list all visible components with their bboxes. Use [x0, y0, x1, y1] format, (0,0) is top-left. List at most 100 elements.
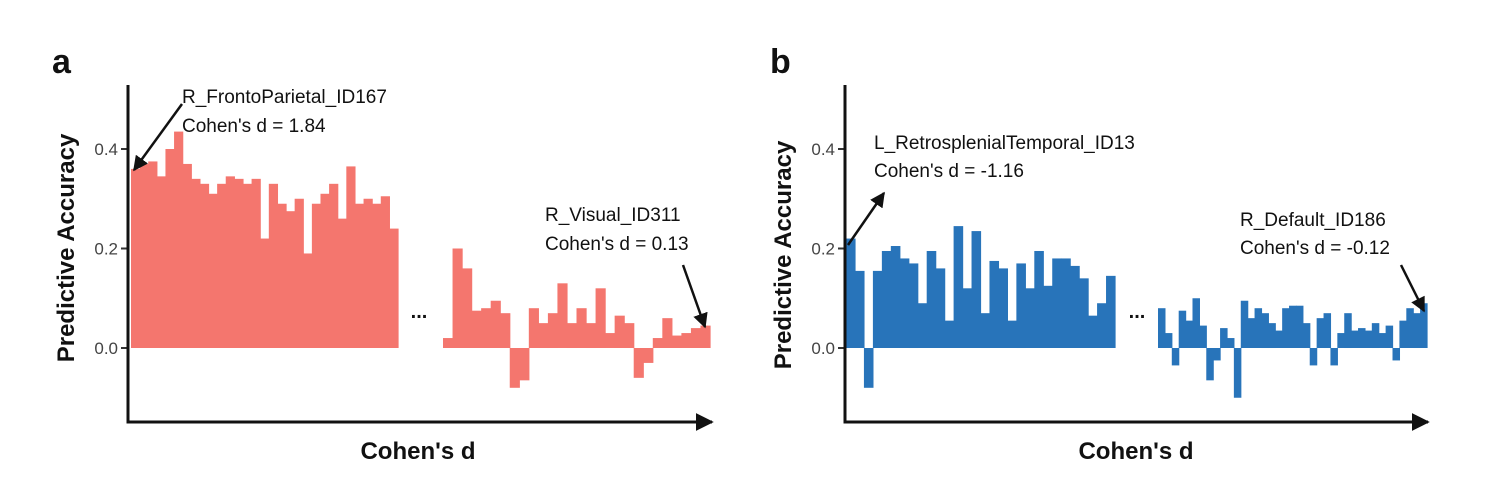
bar — [944, 320, 955, 348]
bar — [1178, 310, 1187, 348]
bar — [481, 308, 492, 348]
bar — [139, 163, 149, 348]
panel-b-axes — [843, 85, 1430, 431]
bar — [509, 348, 520, 388]
bar — [605, 333, 616, 348]
bar — [586, 323, 597, 349]
panel-b-y-ticks: 0.0 0.2 0.4 — [811, 140, 845, 358]
bar — [1330, 348, 1338, 366]
bar — [854, 270, 865, 348]
annotation-label: Cohen's d = 0.13 — [545, 234, 689, 255]
bar — [1061, 258, 1071, 348]
bar — [372, 203, 382, 348]
bar — [1371, 323, 1380, 349]
bar — [1358, 328, 1366, 348]
y-tick-label: 0.4 — [94, 140, 118, 159]
annotation-label: Cohen's d = -1.16 — [874, 161, 1024, 182]
bar — [490, 300, 501, 348]
annotation-arrow — [1399, 264, 1426, 313]
panel-b-gap-marker: ... — [1129, 301, 1146, 323]
bar — [846, 238, 856, 348]
bar — [1233, 348, 1242, 398]
bar — [1316, 318, 1325, 348]
annotation-arrow — [846, 191, 886, 246]
panel-a-y-ticks: 0.0 0.2 0.4 — [94, 140, 128, 358]
bar — [643, 348, 654, 363]
bar — [462, 268, 473, 348]
bar — [1199, 325, 1207, 348]
y-tick-label: 0.2 — [811, 240, 835, 259]
bar — [681, 333, 692, 348]
bar — [191, 178, 201, 348]
bar — [1164, 333, 1173, 348]
bar — [452, 248, 463, 348]
panel-b-letter: b — [770, 43, 791, 81]
panel-a-letter: a — [52, 43, 72, 81]
bar — [1043, 285, 1053, 348]
bar — [519, 348, 530, 381]
bar — [208, 193, 218, 348]
panel-a-y-axis-title: Predictive Accuracy — [53, 133, 80, 362]
bar — [1351, 330, 1359, 348]
bar — [500, 313, 511, 349]
bar — [320, 193, 330, 348]
bar — [881, 250, 892, 348]
bar — [1185, 320, 1194, 348]
bar — [576, 308, 587, 348]
bar — [662, 318, 673, 348]
bar — [998, 268, 1008, 348]
bar — [872, 270, 883, 348]
bar — [311, 203, 322, 348]
annotation-label: R_FrontoParietal_ID167 — [182, 87, 387, 108]
bar — [1097, 303, 1107, 348]
bar — [303, 253, 313, 348]
bar — [1052, 258, 1062, 348]
panel-a-annotations: R_FrontoParietal_ID167 Cohen's d = 1.84 … — [132, 87, 708, 329]
bar — [671, 335, 682, 348]
bar — [971, 231, 982, 348]
bar — [1213, 348, 1221, 361]
bar — [174, 131, 184, 348]
panel-a: a Predictive Accuracy Cohen's d 0.00.20.… — [52, 43, 714, 465]
annotation-label: R_Default_ID186 — [1240, 210, 1386, 231]
bar — [148, 161, 158, 348]
bar — [217, 183, 227, 348]
bar — [337, 218, 347, 348]
bar — [1088, 315, 1098, 348]
bar — [260, 238, 270, 348]
bar — [1337, 333, 1345, 348]
bar — [380, 196, 390, 348]
bar — [389, 228, 399, 348]
bar — [1192, 298, 1200, 348]
bar — [690, 328, 702, 348]
bar — [528, 308, 539, 348]
bar — [980, 313, 991, 349]
annotation-arrow — [132, 103, 184, 172]
bar — [471, 310, 482, 348]
bar — [1220, 328, 1228, 348]
bar — [890, 246, 901, 348]
bar — [557, 283, 568, 348]
bar — [700, 325, 711, 348]
panel-a-gap-marker: ... — [411, 301, 428, 323]
bar — [1247, 318, 1256, 348]
panel-b-x-axis-title: Cohen's d — [1078, 438, 1193, 465]
bar — [1025, 288, 1035, 348]
annotation-arrow — [681, 264, 708, 329]
bar — [1295, 305, 1304, 348]
bar — [1406, 308, 1414, 348]
bar — [935, 268, 946, 348]
bar — [863, 348, 874, 388]
bar — [1385, 325, 1394, 348]
bar — [277, 203, 287, 348]
bar — [953, 226, 964, 348]
bar — [165, 149, 175, 348]
bar — [1226, 338, 1235, 348]
bar — [962, 288, 973, 348]
bar — [566, 323, 578, 349]
bar — [225, 176, 235, 348]
bar — [595, 288, 606, 348]
bar — [1392, 348, 1401, 361]
bar — [538, 323, 549, 349]
bar — [1158, 308, 1166, 348]
